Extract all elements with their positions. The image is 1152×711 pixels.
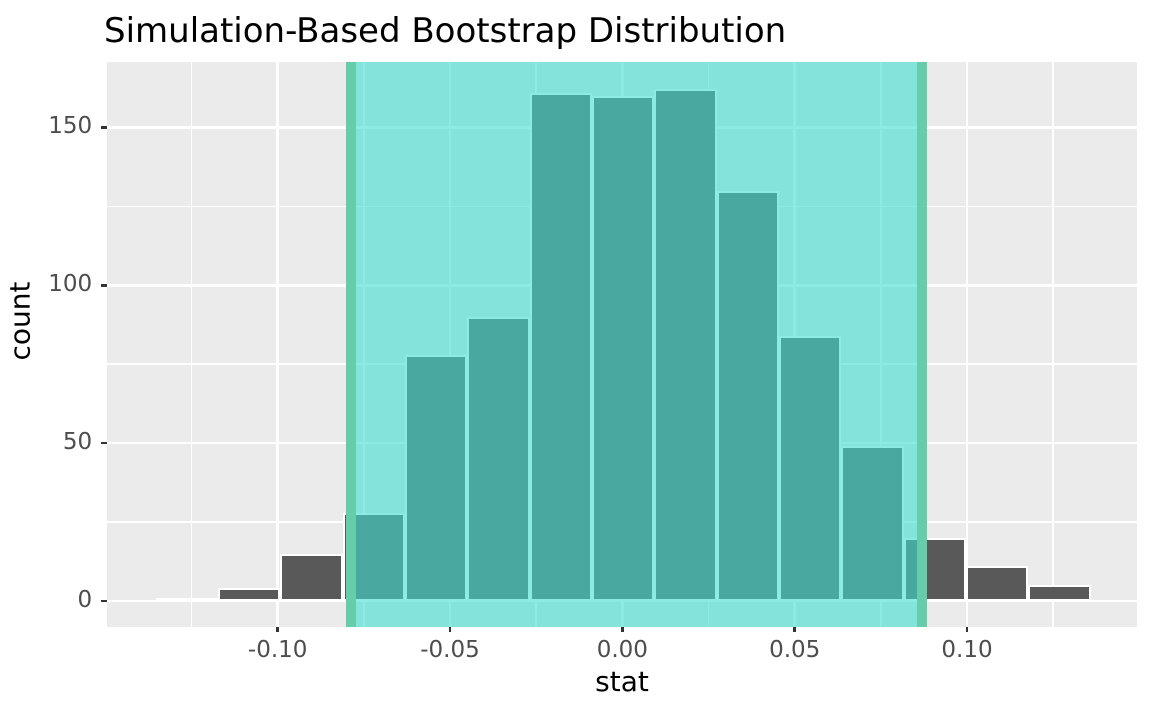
x-tick-label: 0.05	[769, 636, 821, 663]
histogram-bar	[966, 566, 1029, 602]
y-axis-tick	[101, 441, 107, 445]
x-minor-gridline	[1052, 61, 1054, 627]
x-axis-tick	[621, 626, 624, 633]
x-tick-label: 0.00	[596, 636, 648, 663]
x-tick-label: -0.05	[420, 636, 480, 663]
histogram-bar	[280, 553, 343, 602]
chart-title: Simulation-Based Bootstrap Distribution	[104, 11, 787, 51]
x-axis-tick	[448, 626, 452, 633]
y-tick-label: 0	[77, 587, 93, 614]
y-tick-label: 150	[48, 113, 93, 140]
x-axis-title: stat	[595, 664, 649, 698]
y-tick-label: 100	[48, 271, 93, 298]
x-major-gridline	[965, 61, 969, 627]
ci-lower-line	[345, 61, 357, 627]
x-tick-label: 0.10	[941, 636, 993, 663]
histogram-bar	[218, 588, 281, 602]
x-tick-label: -0.10	[247, 636, 308, 663]
y-axis-title: count	[3, 281, 37, 361]
x-axis-tick	[965, 626, 969, 633]
y-axis-tick	[101, 126, 107, 129]
x-minor-gridline	[190, 61, 193, 627]
x-axis-tick	[793, 626, 796, 633]
y-axis-tick	[101, 284, 107, 287]
plot-panel	[106, 61, 1138, 627]
histogram-bar	[155, 597, 219, 602]
x-axis-tick	[276, 626, 279, 633]
y-tick-label: 50	[62, 429, 93, 456]
confidence-interval-shade	[351, 61, 922, 627]
histogram-bar	[1028, 585, 1091, 602]
ci-upper-line	[916, 61, 928, 627]
y-axis-tick	[101, 599, 107, 603]
x-major-gridline	[276, 61, 279, 627]
